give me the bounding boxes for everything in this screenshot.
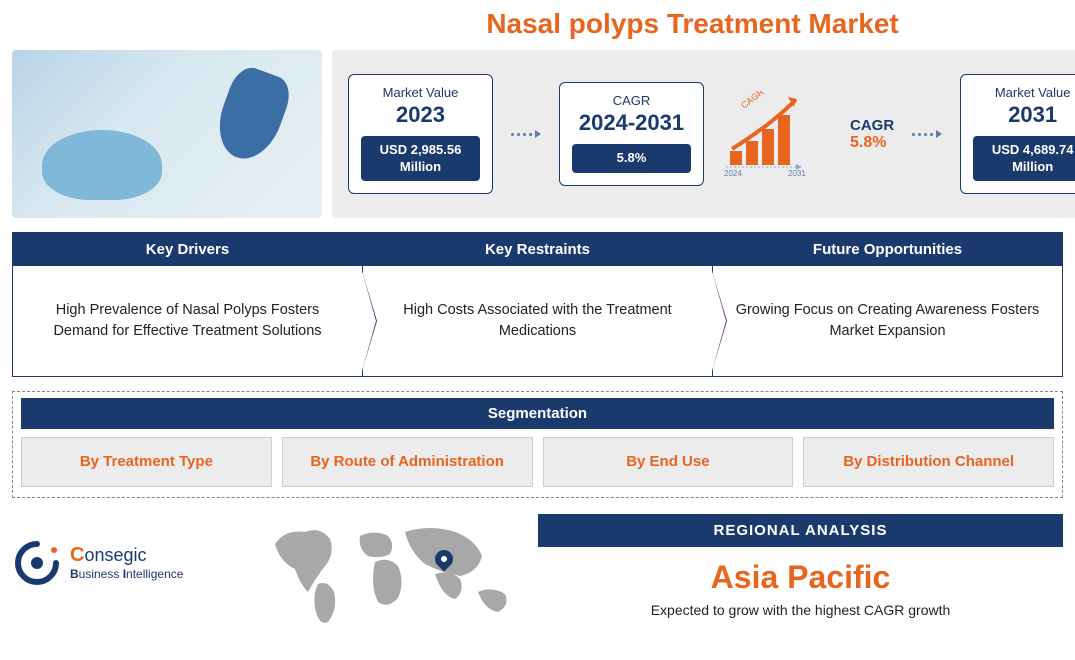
regional-subtitle: Expected to grow with the highest CAGR g… [538,602,1063,618]
metric-card-2031: Market Value 2031 USD 4,689.74 Million [960,74,1075,195]
brand-logo: Consegic Business Intelligence [12,514,242,588]
seg-item: By Treatment Type [21,437,272,487]
cagr-end-year: 2031 [788,169,806,177]
cagr-label: CAGR [850,117,894,134]
dro-row: Key Drivers High Prevalence of Nasal Pol… [12,232,1063,377]
world-map-icon [260,514,520,634]
segmentation-block: Segmentation By Treatment Type By Route … [12,391,1063,498]
logo-text: Consegic Business Intelligence [70,544,183,581]
segmentation-title: Segmentation [21,398,1054,429]
regional-region: Asia Pacific [538,559,1063,596]
restraints-card: Key Restraints High Costs Associated wit… [363,233,713,376]
arrow-icon [511,130,541,138]
metric-value: USD 4,689.74 Million [973,136,1075,182]
seg-item: By Distribution Channel [803,437,1054,487]
drivers-text: High Prevalence of Nasal Polyps Fosters … [13,266,362,376]
logo-icon [12,538,62,588]
metric-year: 2031 [973,102,1075,128]
metrics-panel: Market Value 2023 USD 2,985.56 Million C… [332,50,1075,218]
cagr-start-year: 2024 [724,169,742,177]
metric-value: USD 2,985.56 Million [361,136,480,182]
bottom-row: Consegic Business Intelligence REGIONAL … [12,514,1063,634]
cagr-text-block: CAGR 5.8% [850,117,894,152]
svg-text:CAGR: CAGR [739,91,766,111]
metric-label: CAGR [572,93,691,108]
cagr-value: 5.8% [850,134,894,152]
regional-block: REGIONAL ANALYSIS Asia Pacific Expected … [538,514,1063,618]
metric-card-cagr: CAGR 2024-2031 5.8% [559,82,704,186]
opportunities-card: Future Opportunities Growing Focus on Cr… [713,233,1062,376]
seg-item: By End Use [543,437,794,487]
opportunities-title: Future Opportunities [713,233,1062,266]
segmentation-items: By Treatment Type By Route of Administra… [21,437,1054,487]
restraints-text: High Costs Associated with the Treatment… [363,266,712,376]
metric-value: 5.8% [572,144,691,173]
metric-year: 2024-2031 [572,110,691,136]
metric-year: 2023 [361,102,480,128]
cagr-chart-icon: CAGR 2024 2031 [722,91,832,177]
restraints-title: Key Restraints [363,233,712,266]
regional-title: REGIONAL ANALYSIS [538,514,1063,547]
opportunities-text: Growing Focus on Creating Awareness Fost… [713,266,1062,376]
metric-label: Market Value [973,85,1075,100]
seg-item: By Route of Administration [282,437,533,487]
top-row: Market Value 2023 USD 2,985.56 Million C… [12,50,1063,218]
arrow-icon [912,130,942,138]
drivers-card: Key Drivers High Prevalence of Nasal Pol… [13,233,363,376]
page-title: Nasal polyps Treatment Market [322,8,1063,40]
drivers-title: Key Drivers [13,233,362,266]
metric-card-2023: Market Value 2023 USD 2,985.56 Million [348,74,493,195]
metric-label: Market Value [361,85,480,100]
hero-image [12,50,322,218]
